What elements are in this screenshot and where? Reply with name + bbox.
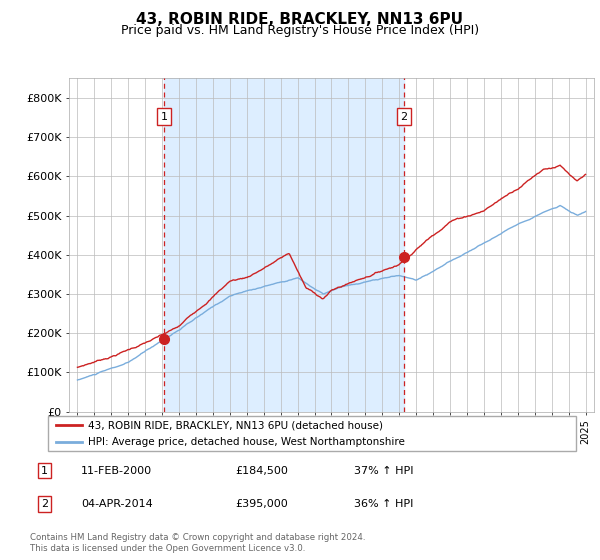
Text: Contains HM Land Registry data © Crown copyright and database right 2024.
This d: Contains HM Land Registry data © Crown c… [30, 533, 365, 553]
Text: 2: 2 [400, 111, 407, 122]
Text: 2: 2 [41, 499, 48, 509]
Text: 43, ROBIN RIDE, BRACKLEY, NN13 6PU: 43, ROBIN RIDE, BRACKLEY, NN13 6PU [137, 12, 464, 27]
Text: 37% ↑ HPI: 37% ↑ HPI [354, 465, 413, 475]
Text: 11-FEB-2000: 11-FEB-2000 [82, 465, 152, 475]
Text: 1: 1 [41, 465, 48, 475]
Text: £184,500: £184,500 [235, 465, 288, 475]
Text: Price paid vs. HM Land Registry's House Price Index (HPI): Price paid vs. HM Land Registry's House … [121, 24, 479, 36]
Text: £395,000: £395,000 [235, 499, 288, 509]
Text: HPI: Average price, detached house, West Northamptonshire: HPI: Average price, detached house, West… [88, 437, 404, 447]
Text: 36% ↑ HPI: 36% ↑ HPI [354, 499, 413, 509]
Text: 43, ROBIN RIDE, BRACKLEY, NN13 6PU (detached house): 43, ROBIN RIDE, BRACKLEY, NN13 6PU (deta… [88, 420, 383, 430]
Bar [164, 78, 404, 412]
Text: 1: 1 [160, 111, 167, 122]
Text: 04-APR-2014: 04-APR-2014 [82, 499, 153, 509]
